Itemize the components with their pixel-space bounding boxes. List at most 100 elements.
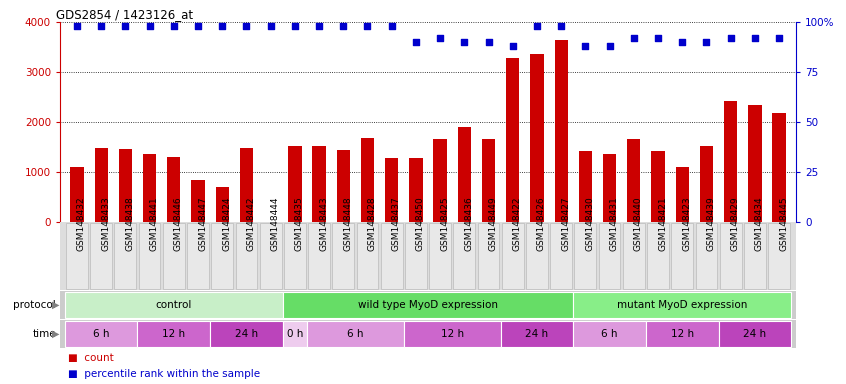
FancyBboxPatch shape [66,223,88,289]
FancyBboxPatch shape [478,223,499,289]
Text: GSM148442: GSM148442 [246,197,255,251]
Text: GSM148429: GSM148429 [731,197,739,252]
Bar [312,146,326,222]
Text: 0 h: 0 h [287,329,303,339]
Text: GSM148438: GSM148438 [125,197,135,252]
FancyBboxPatch shape [139,223,161,289]
Point [530,23,544,29]
Bar [530,54,544,222]
FancyBboxPatch shape [405,223,426,289]
Point [700,39,713,45]
Text: GSM148443: GSM148443 [319,197,328,252]
Text: ■  count: ■ count [69,353,114,362]
FancyBboxPatch shape [307,321,404,347]
Text: GSM148426: GSM148426 [537,197,546,252]
Bar [651,151,665,222]
Point [772,35,786,41]
Text: ■  percentile rank within the sample: ■ percentile rank within the sample [69,369,261,379]
Text: GSM148436: GSM148436 [464,197,473,252]
FancyBboxPatch shape [65,321,137,347]
Bar [239,147,253,222]
Bar [433,139,447,222]
FancyBboxPatch shape [623,223,645,289]
Point [481,39,495,45]
FancyBboxPatch shape [381,223,403,289]
Text: GSM148428: GSM148428 [367,197,376,252]
Bar [482,139,495,222]
FancyBboxPatch shape [599,223,620,289]
Bar [748,104,761,222]
Text: GSM148449: GSM148449 [488,197,497,252]
Text: GSM148431: GSM148431 [610,197,618,252]
Text: GSM148423: GSM148423 [682,197,691,252]
Point [506,43,519,49]
FancyBboxPatch shape [645,321,718,347]
FancyBboxPatch shape [235,223,257,289]
Point [724,35,738,41]
Text: GSM148433: GSM148433 [102,197,110,252]
Bar [191,179,205,222]
FancyBboxPatch shape [283,321,307,347]
Bar [360,138,374,222]
FancyBboxPatch shape [260,223,282,289]
Text: time: time [32,329,56,339]
Text: control: control [156,300,192,310]
Point [603,43,617,49]
FancyBboxPatch shape [768,223,790,289]
Point [651,35,665,41]
FancyBboxPatch shape [502,223,524,289]
Bar [724,101,738,222]
Text: 24 h: 24 h [525,329,548,339]
Text: 6 h: 6 h [93,329,109,339]
Bar [676,167,689,222]
Text: GSM148421: GSM148421 [658,197,667,252]
Bar [627,139,640,222]
Point [337,23,350,29]
Bar [458,127,471,222]
Point [167,23,180,29]
Text: 6 h: 6 h [602,329,618,339]
Point [554,23,568,29]
FancyBboxPatch shape [718,321,791,347]
FancyBboxPatch shape [695,223,717,289]
Point [385,23,398,29]
Point [312,23,326,29]
Bar [409,157,422,222]
FancyBboxPatch shape [210,321,283,347]
Bar [118,149,132,222]
Text: ▶: ▶ [52,300,59,310]
Point [360,23,374,29]
Text: 24 h: 24 h [744,329,766,339]
Text: 12 h: 12 h [441,329,464,339]
Text: GSM148439: GSM148439 [706,197,716,252]
FancyBboxPatch shape [526,223,548,289]
FancyBboxPatch shape [574,321,645,347]
Text: mutant MyoD expression: mutant MyoD expression [617,300,747,310]
Text: GSM148424: GSM148424 [222,197,231,251]
Point [627,35,640,41]
Bar [143,154,157,222]
Bar [385,157,398,222]
FancyBboxPatch shape [404,321,501,347]
Point [409,39,423,45]
FancyBboxPatch shape [744,223,766,289]
Text: GSM148445: GSM148445 [779,197,788,252]
Text: protocol: protocol [14,300,56,310]
Bar [700,146,713,222]
Point [675,39,689,45]
FancyBboxPatch shape [429,223,451,289]
Bar [70,167,84,222]
Text: GSM148422: GSM148422 [513,197,522,251]
Bar [554,40,568,222]
FancyBboxPatch shape [114,223,136,289]
Point [579,43,592,49]
Point [191,23,205,29]
FancyBboxPatch shape [453,223,475,289]
FancyBboxPatch shape [720,223,742,289]
Point [458,39,471,45]
FancyBboxPatch shape [137,321,210,347]
FancyBboxPatch shape [501,321,574,347]
FancyBboxPatch shape [672,223,693,289]
Text: 12 h: 12 h [162,329,185,339]
Bar [772,113,786,222]
